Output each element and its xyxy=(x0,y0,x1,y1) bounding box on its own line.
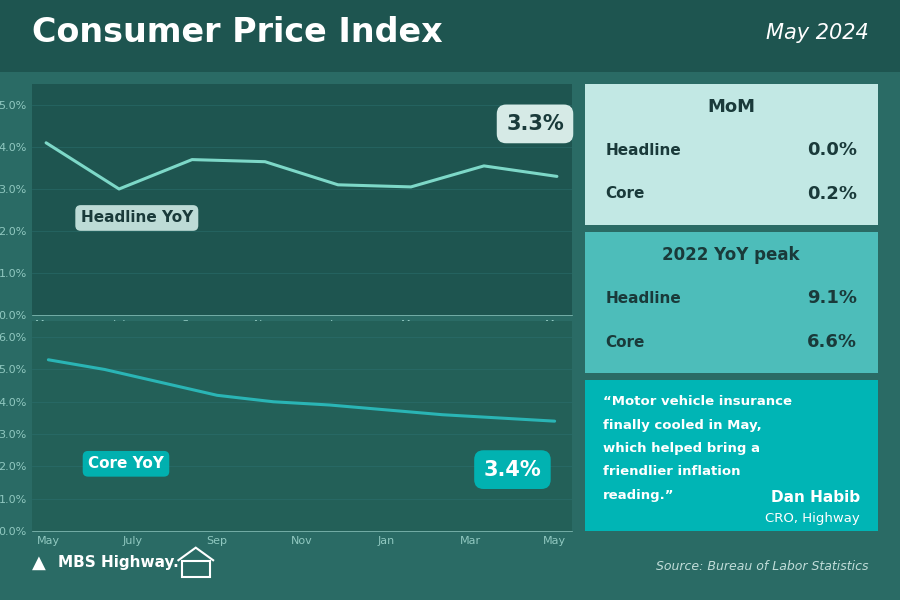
Text: Source: Bureau of Labor Statistics: Source: Bureau of Labor Statistics xyxy=(656,560,868,574)
Text: Core: Core xyxy=(606,335,644,350)
Text: Dan Habib: Dan Habib xyxy=(770,490,860,505)
Text: MoM: MoM xyxy=(707,98,755,116)
Text: CRO, Highway: CRO, Highway xyxy=(765,512,860,526)
Text: finally cooled in May,: finally cooled in May, xyxy=(603,419,761,432)
Text: 2022 YoY peak: 2022 YoY peak xyxy=(662,246,800,264)
Text: MBS Highway.: MBS Highway. xyxy=(58,556,179,570)
Text: 3.4%: 3.4% xyxy=(483,460,541,479)
Text: reading.”: reading.” xyxy=(603,489,674,502)
Text: Headline YoY: Headline YoY xyxy=(81,211,193,226)
FancyBboxPatch shape xyxy=(585,232,878,373)
Text: Consumer Price Index: Consumer Price Index xyxy=(32,16,442,49)
Text: Core: Core xyxy=(606,187,644,202)
Text: 9.1%: 9.1% xyxy=(807,289,857,307)
Text: which helped bring a: which helped bring a xyxy=(603,442,760,455)
FancyBboxPatch shape xyxy=(585,84,878,225)
Text: 0.2%: 0.2% xyxy=(807,185,857,203)
Text: Headline: Headline xyxy=(606,143,681,158)
Text: 0.0%: 0.0% xyxy=(807,141,857,159)
Text: friendlier inflation: friendlier inflation xyxy=(603,466,740,478)
FancyBboxPatch shape xyxy=(585,380,878,531)
Text: “Motor vehicle insurance: “Motor vehicle insurance xyxy=(603,395,792,409)
Text: May 2024: May 2024 xyxy=(766,23,868,43)
Text: 3.3%: 3.3% xyxy=(506,114,564,134)
Text: ▲: ▲ xyxy=(32,554,45,572)
Text: 6.6%: 6.6% xyxy=(807,333,857,351)
Text: Headline: Headline xyxy=(606,291,681,306)
Text: Core YoY: Core YoY xyxy=(88,456,164,472)
